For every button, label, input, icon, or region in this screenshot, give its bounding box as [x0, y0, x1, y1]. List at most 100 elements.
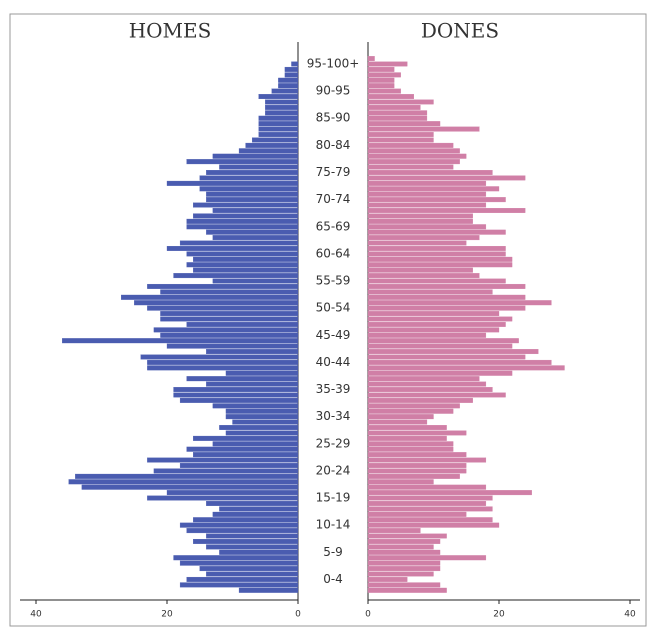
bar — [367, 359, 552, 365]
bar — [179, 560, 299, 566]
bar — [160, 289, 299, 295]
bar — [367, 506, 493, 512]
bar — [367, 419, 428, 425]
x-tick-label: 0 — [295, 610, 301, 620]
bar — [367, 332, 487, 338]
bar — [206, 349, 299, 355]
bar — [367, 289, 493, 295]
bar — [367, 473, 460, 479]
bar — [186, 262, 299, 268]
bar — [265, 99, 299, 105]
bar — [367, 142, 454, 148]
bar — [193, 213, 299, 219]
bar — [238, 148, 299, 154]
bar — [367, 153, 467, 159]
bar — [367, 538, 441, 544]
age-label: 70-74 — [316, 192, 351, 206]
bar — [173, 392, 299, 398]
bar — [367, 441, 454, 447]
bar — [199, 175, 299, 181]
bar — [367, 571, 434, 577]
bar — [160, 311, 299, 317]
bar — [367, 533, 447, 539]
bar — [186, 251, 299, 257]
bar — [212, 278, 299, 284]
bar — [186, 376, 299, 382]
bar — [367, 164, 454, 170]
bar — [367, 349, 539, 355]
bar — [160, 332, 299, 338]
age-label: 90-95 — [316, 84, 351, 98]
bar — [121, 294, 299, 300]
bar — [179, 582, 299, 588]
bar — [173, 387, 299, 392]
bar — [147, 365, 299, 371]
bar — [179, 463, 299, 468]
bar — [199, 566, 299, 572]
bar — [367, 305, 526, 311]
series-title-right: DONES — [421, 19, 499, 43]
bar — [367, 300, 552, 306]
bar — [166, 490, 299, 496]
bar — [367, 132, 434, 137]
bar — [166, 343, 299, 349]
bar — [258, 121, 299, 127]
bar — [166, 246, 299, 251]
bar — [367, 479, 434, 485]
bar — [367, 544, 434, 550]
bar — [258, 94, 299, 100]
bar — [367, 61, 408, 67]
bar — [367, 267, 473, 273]
bar — [367, 66, 395, 72]
bar — [367, 159, 460, 165]
bar — [199, 186, 299, 192]
age-label: 45-49 — [316, 328, 351, 342]
age-label: 15-19 — [316, 491, 351, 505]
bar — [284, 72, 299, 78]
age-label: 50-54 — [316, 301, 351, 315]
x-tick-label: 20 — [161, 610, 173, 620]
bar — [367, 582, 441, 588]
series-title-left: HOMES — [129, 19, 212, 43]
bar — [258, 115, 299, 121]
bar — [367, 240, 467, 246]
age-label: 25-29 — [316, 436, 351, 450]
bar — [147, 283, 299, 289]
bar — [206, 191, 299, 197]
bar — [367, 452, 467, 458]
bar — [367, 517, 493, 523]
bar — [193, 256, 299, 262]
bar — [258, 126, 299, 132]
bar — [212, 235, 299, 241]
bar — [367, 511, 467, 517]
bar — [193, 517, 299, 523]
bar — [179, 522, 299, 528]
bar — [212, 441, 299, 447]
age-label: 85-90 — [316, 111, 351, 125]
bar — [367, 468, 467, 474]
bar — [367, 560, 441, 566]
x-tick-label: 40 — [30, 610, 42, 620]
bar — [193, 202, 299, 208]
age-label: 75-79 — [316, 165, 351, 179]
bar — [367, 235, 480, 241]
bar — [367, 126, 480, 132]
age-label: 40-44 — [316, 355, 351, 369]
age-label: 95-100+ — [307, 56, 360, 70]
bar — [206, 229, 299, 235]
age-label: 30-34 — [316, 409, 351, 423]
x-tick-label: 20 — [493, 610, 505, 620]
bar — [206, 170, 299, 175]
bar — [206, 501, 299, 506]
bar — [284, 66, 299, 72]
bar — [367, 180, 487, 186]
bar — [367, 278, 506, 284]
age-label: 80-84 — [316, 138, 351, 152]
bar — [212, 403, 299, 409]
bar — [367, 576, 408, 582]
bar — [367, 77, 395, 83]
bar — [206, 197, 299, 203]
bar — [367, 283, 526, 289]
bar — [367, 94, 414, 100]
bar — [186, 528, 299, 534]
